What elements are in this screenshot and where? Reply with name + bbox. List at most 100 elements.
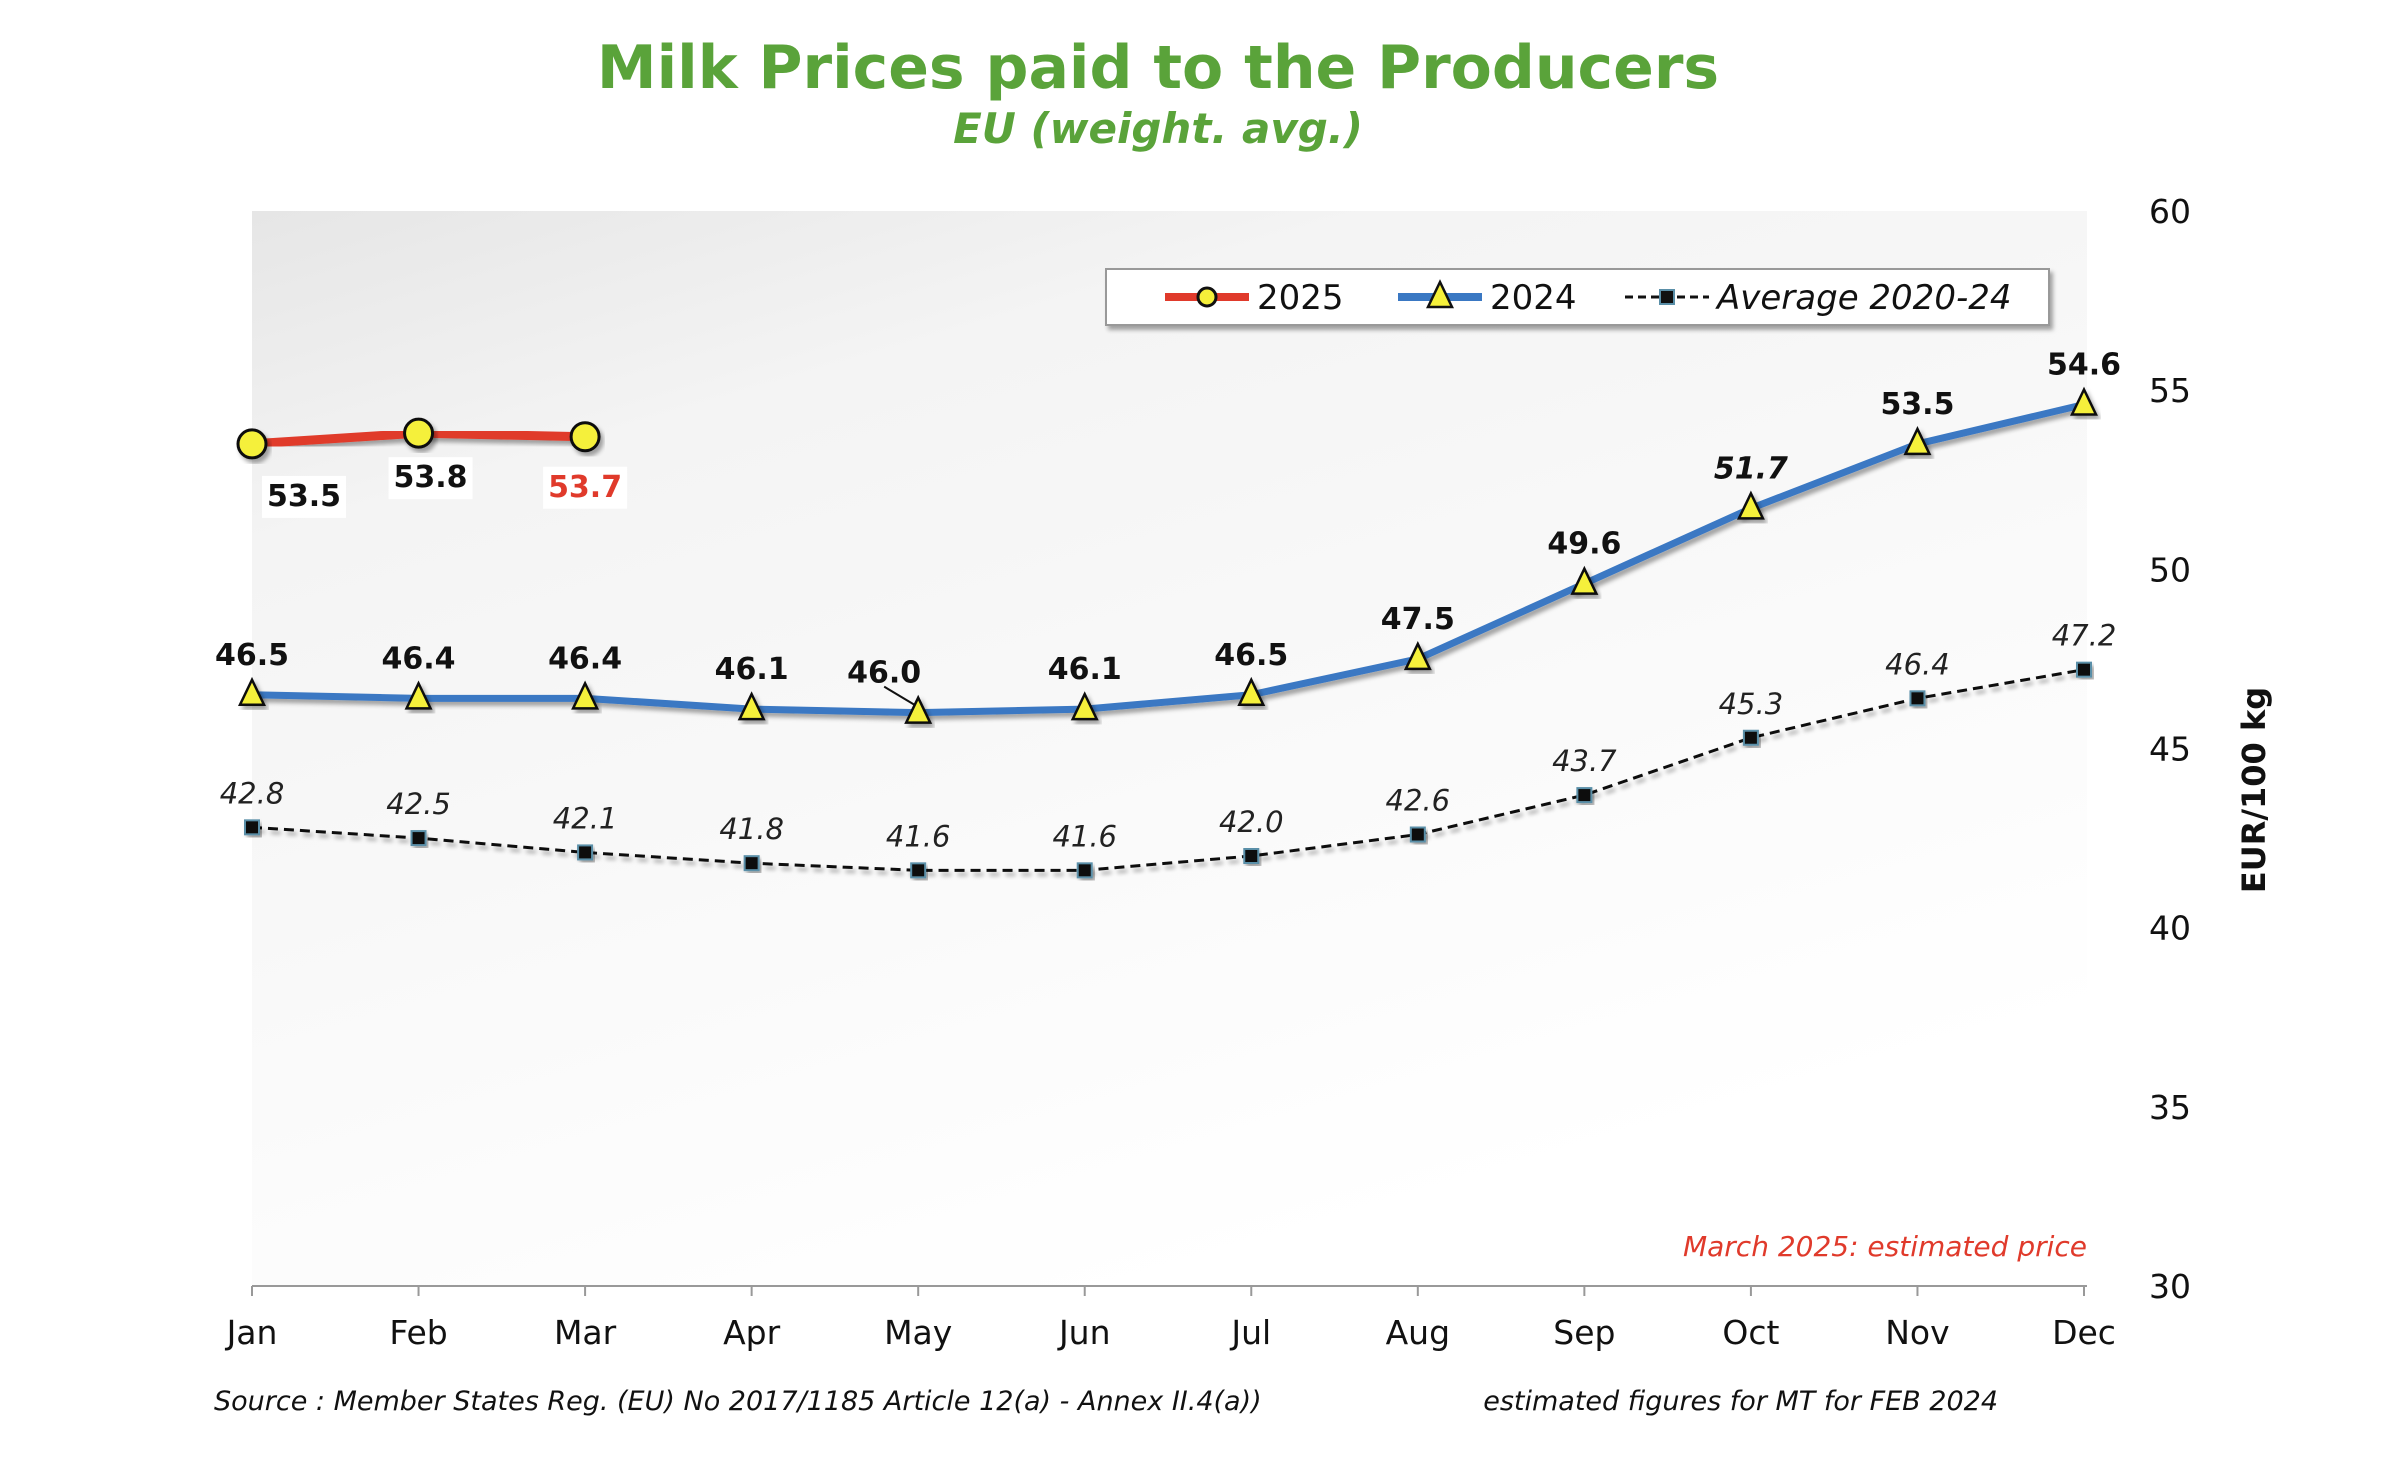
data-label: 47.2 <box>2052 619 2117 653</box>
triangle-marker <box>1903 426 1932 456</box>
circle-marker <box>403 417 435 449</box>
x-tick-label: May <box>884 1313 952 1352</box>
data-label: 41.8 <box>719 812 784 846</box>
data-label: 46.4 <box>1885 647 1950 681</box>
label-leader-line <box>883 685 915 706</box>
triangle-marker <box>2070 386 2098 416</box>
data-label-box <box>388 457 473 500</box>
square-marker <box>244 819 260 836</box>
square-marker <box>1659 289 1675 305</box>
triangle-marker <box>571 680 600 710</box>
triangle-marker <box>404 680 433 710</box>
square-marker <box>410 830 427 847</box>
data-label: 46.4 <box>382 641 456 676</box>
data-label: 53.8 <box>394 460 468 495</box>
series-2025: 53.5 53.8 53.7 <box>236 417 628 518</box>
y-tick-label: 55 <box>2149 371 2191 410</box>
data-label: 47.5 <box>1381 602 1455 637</box>
series-line <box>251 668 2085 872</box>
y-tick-label: 35 <box>2149 1088 2191 1127</box>
y-tick-label: 60 <box>2149 192 2191 231</box>
data-label: 46.0 <box>847 656 921 691</box>
source-note: Source : Member States Reg. (EU) No 2017… <box>214 1386 1262 1417</box>
circle-marker <box>1196 286 1218 308</box>
chart-subtitle: EU (weight. avg.) <box>953 104 1363 153</box>
x-tick-label: Aug <box>1386 1313 1450 1352</box>
legend-item: 2024 <box>1398 278 1577 318</box>
triangle-marker <box>737 691 766 721</box>
triangle-marker <box>1570 565 1599 595</box>
y-tick-label: 45 <box>2149 730 2191 769</box>
series-2024: 46.5 46.4 46.4 46.1 46.0 46.1 46.5 47.5 49.6 51.7… <box>215 348 2121 724</box>
series-average-2020-24: 42.8 42.5 42.1 41.8 41.6 41.6 42.0 42.6 43.7 45.3… <box>220 619 2117 879</box>
data-label: 51.7 <box>1714 451 1788 486</box>
data-label: 42.1 <box>553 801 618 835</box>
data-label-box <box>262 475 346 518</box>
triangle-marker <box>238 676 266 706</box>
data-label: 45.3 <box>1719 687 1784 721</box>
data-label: 46.5 <box>215 638 289 673</box>
legend: 2025 2024 Average 2020-24 <box>1105 268 2050 326</box>
x-tick-label: Feb <box>389 1313 447 1352</box>
triangle-marker <box>1736 490 1765 520</box>
legend-label: 2024 <box>1490 278 1577 318</box>
data-label: 43.7 <box>1552 744 1617 778</box>
x-tick-label: Mar <box>554 1313 617 1352</box>
triangle-marker <box>904 694 933 724</box>
square-marker <box>1742 729 1759 746</box>
square-marker <box>910 862 927 879</box>
annotation-estimated: March 2025: estimated price <box>1683 1230 2087 1263</box>
data-label: 49.6 <box>1547 527 1621 562</box>
legend-label: 2025 <box>1257 278 1344 318</box>
y-axis-label: EUR/100 kg <box>2235 687 2273 893</box>
data-label: 46.1 <box>1048 652 1122 687</box>
data-label: 53.5 <box>267 479 341 514</box>
data-label: 53.5 <box>1880 387 1954 422</box>
circle-marker <box>569 421 601 453</box>
data-label: 46.4 <box>548 641 622 676</box>
data-label: 42.5 <box>386 787 451 821</box>
square-marker <box>1243 848 1260 864</box>
square-marker <box>1076 862 1093 879</box>
chart-title: Milk Prices paid to the Producers <box>597 33 1719 103</box>
square-marker <box>1409 826 1426 843</box>
data-label: 42.0 <box>1219 805 1284 839</box>
x-tick-label: Nov <box>1885 1313 1949 1352</box>
triangle-marker <box>1237 676 1266 706</box>
circle-marker <box>236 428 268 460</box>
x-tick-label: Dec <box>2052 1313 2116 1352</box>
data-label: 46.1 <box>715 652 789 687</box>
x-tick-label: Apr <box>723 1313 781 1352</box>
x-tick-label: Sep <box>1553 1313 1615 1352</box>
square-marker <box>577 844 594 861</box>
plot-area <box>252 211 2087 1286</box>
data-label: 41.6 <box>886 819 951 853</box>
y-tick-label: 40 <box>2149 909 2191 948</box>
data-label-box <box>543 466 628 509</box>
footnote: estimated figures for MT for FEB 2024 <box>1483 1386 1998 1417</box>
data-label: 41.6 <box>1052 819 1117 853</box>
x-tick-label: Jul <box>1229 1313 1271 1352</box>
data-label: 42.6 <box>1386 784 1451 818</box>
square-marker <box>743 855 760 872</box>
data-label: 53.7 <box>548 470 622 505</box>
triangle-marker <box>1403 641 1432 671</box>
square-marker <box>2076 661 2092 678</box>
square-marker <box>1576 787 1593 804</box>
x-tick-label: Jun <box>1057 1313 1111 1352</box>
y-tick-label: 50 <box>2149 550 2191 589</box>
legend-label: Average 2020-24 <box>1715 278 2011 318</box>
legend-item: 2025 <box>1165 278 1344 318</box>
square-marker <box>1909 690 1926 707</box>
legend-item: Average 2020-24 <box>1625 278 2011 318</box>
data-label: 54.6 <box>2047 348 2121 383</box>
data-label: 42.8 <box>220 776 285 810</box>
triangle-marker <box>1070 691 1099 721</box>
series-line <box>251 401 2085 717</box>
y-tick-label: 30 <box>2149 1267 2191 1306</box>
triangle-marker <box>1426 279 1454 309</box>
data-label: 46.5 <box>1214 638 1288 673</box>
x-tick-label: Oct <box>1722 1313 1779 1352</box>
x-tick-label: Jan <box>225 1313 278 1352</box>
